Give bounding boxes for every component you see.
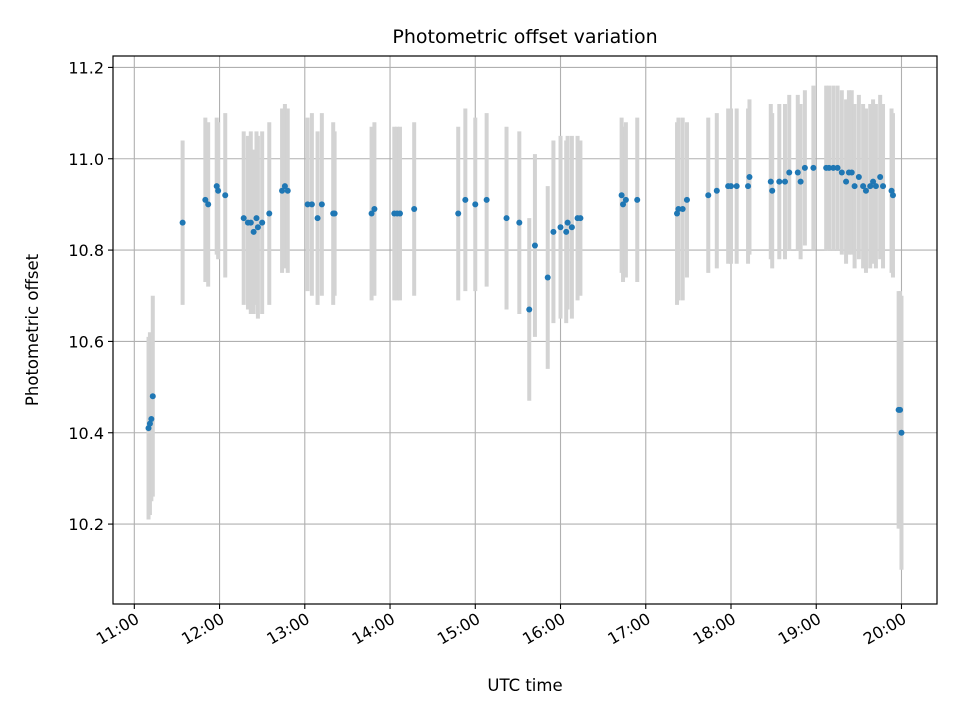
data-point <box>797 178 804 185</box>
data-point <box>259 219 266 226</box>
data-point <box>733 183 740 190</box>
data-point <box>851 183 858 190</box>
data-point <box>318 201 325 208</box>
data-point <box>872 183 879 190</box>
data-point <box>577 215 584 222</box>
data-point <box>746 174 753 181</box>
data-point <box>202 196 209 203</box>
data-point <box>810 164 817 171</box>
data-point <box>331 210 338 217</box>
data-point <box>867 183 874 190</box>
x-axis-label: UTC time <box>487 676 562 695</box>
data-point <box>855 174 862 181</box>
data-point <box>767 178 774 185</box>
data-point <box>781 178 788 185</box>
data-point <box>526 306 533 313</box>
data-point <box>889 192 896 199</box>
data-point <box>848 169 855 176</box>
data-point <box>877 174 884 181</box>
data-point <box>568 224 575 231</box>
data-point <box>563 228 570 235</box>
data-point <box>834 164 841 171</box>
data-point <box>888 187 895 194</box>
data-point <box>215 187 222 194</box>
data-point <box>898 429 905 436</box>
plot-frame <box>112 55 938 605</box>
data-point <box>862 187 869 194</box>
data-point <box>786 169 793 176</box>
data-point <box>705 192 712 199</box>
y-tick-label: 10.6 <box>68 332 104 351</box>
data-point <box>674 210 681 217</box>
data-point <box>304 201 311 208</box>
data-point <box>483 196 490 203</box>
chart-title: Photometric offset variation <box>392 26 657 48</box>
data-point <box>838 169 845 176</box>
data-point <box>769 187 776 194</box>
data-point <box>564 219 571 226</box>
data-point <box>830 164 837 171</box>
data-point <box>148 416 155 423</box>
data-point <box>250 228 257 235</box>
data-point <box>634 196 641 203</box>
data-point <box>531 242 538 249</box>
data-point <box>145 425 152 432</box>
data-point <box>266 210 273 217</box>
data-point <box>544 274 551 281</box>
y-tick-label: 11.2 <box>68 58 104 77</box>
data-points <box>145 164 905 436</box>
data-point <box>618 192 625 199</box>
data-point <box>745 183 752 190</box>
data-point <box>550 228 557 235</box>
data-point <box>713 187 720 194</box>
data-point <box>826 164 833 171</box>
data-point <box>860 183 867 190</box>
data-point <box>794 169 801 176</box>
data-point <box>411 205 418 212</box>
data-point <box>897 406 904 413</box>
data-point <box>371 205 378 212</box>
y-axis-label: Photometric offset <box>23 253 42 406</box>
data-point <box>284 187 291 194</box>
data-point <box>776 178 783 185</box>
data-point <box>247 219 254 226</box>
data-point <box>222 192 229 199</box>
data-point <box>472 201 479 208</box>
data-point <box>843 178 850 185</box>
data-point <box>557 224 564 231</box>
data-point <box>870 178 877 185</box>
y-tick-label: 10.2 <box>68 515 104 534</box>
data-point <box>679 205 686 212</box>
data-point <box>314 215 321 222</box>
data-point <box>240 215 247 222</box>
data-point <box>620 201 627 208</box>
data-point <box>281 183 288 190</box>
data-point <box>146 420 153 427</box>
data-point <box>455 210 462 217</box>
data-point <box>880 183 887 190</box>
data-point <box>205 201 212 208</box>
data-point <box>622 196 629 203</box>
data-point <box>675 205 682 212</box>
data-point <box>683 196 690 203</box>
data-point <box>396 210 403 217</box>
y-tick-label: 10.4 <box>68 424 104 443</box>
data-point <box>279 187 286 194</box>
data-point <box>503 215 510 222</box>
data-point <box>254 224 261 231</box>
data-point <box>213 183 220 190</box>
data-point <box>253 215 260 222</box>
data-point <box>308 201 315 208</box>
data-point <box>516 219 523 226</box>
data-point <box>462 196 469 203</box>
y-axis: 10.2 10.4 10.6 10.8 11.0 11.2 <box>68 58 113 534</box>
y-tick-label: 10.8 <box>68 241 104 260</box>
data-point <box>149 393 156 400</box>
data-point <box>179 219 186 226</box>
data-point <box>801 164 808 171</box>
data-point <box>368 210 375 217</box>
data-point <box>728 183 734 190</box>
y-tick-label: 11.0 <box>68 150 104 169</box>
